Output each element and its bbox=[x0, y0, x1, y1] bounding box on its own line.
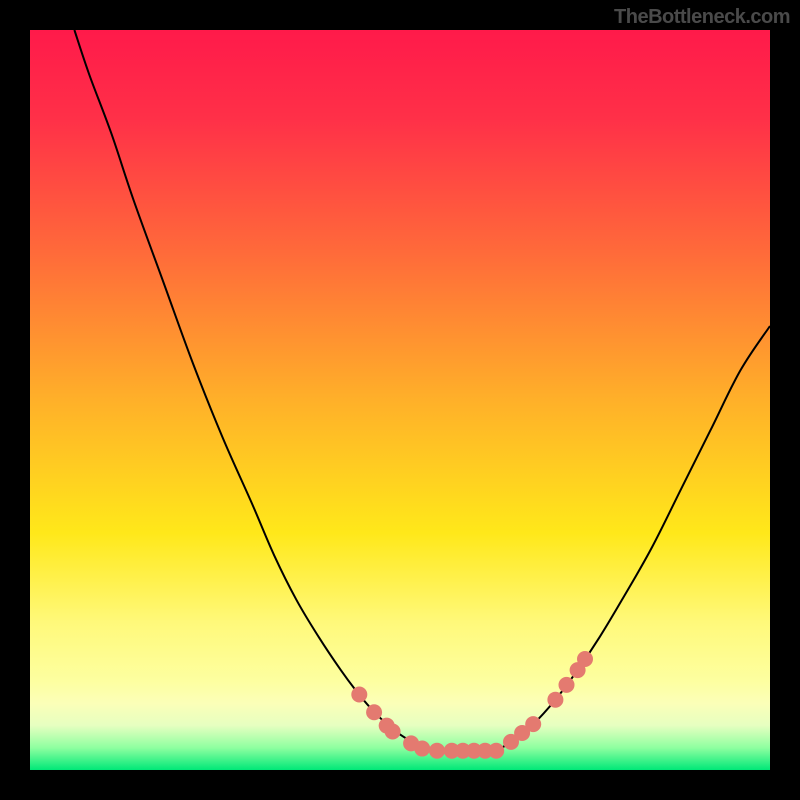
data-marker bbox=[414, 741, 430, 757]
data-marker bbox=[366, 704, 382, 720]
bottleneck-chart bbox=[0, 0, 800, 800]
data-marker bbox=[547, 692, 563, 708]
data-marker bbox=[559, 677, 575, 693]
data-marker bbox=[385, 724, 401, 740]
data-marker bbox=[488, 743, 504, 759]
data-marker bbox=[577, 651, 593, 667]
chart-container: TheBottleneck.com bbox=[0, 0, 800, 800]
data-marker bbox=[525, 716, 541, 732]
data-marker bbox=[351, 687, 367, 703]
plot-background bbox=[30, 30, 770, 770]
data-marker bbox=[429, 743, 445, 759]
attribution-text: TheBottleneck.com bbox=[614, 6, 790, 29]
